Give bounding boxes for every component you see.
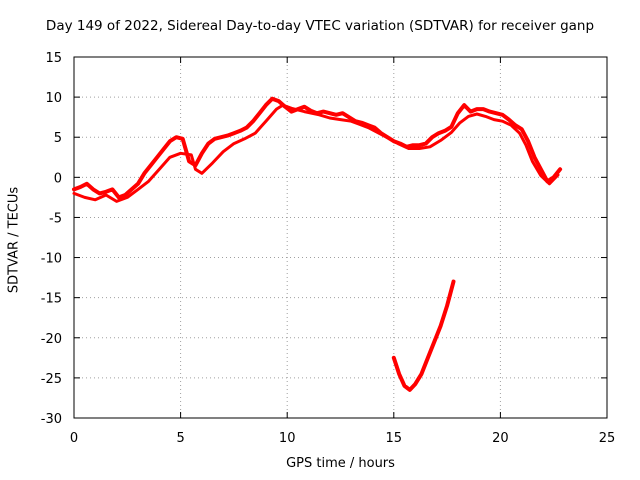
y-tick-label: -25	[41, 372, 62, 387]
x-tick-label: 10	[279, 431, 296, 446]
x-tick-label: 20	[492, 431, 509, 446]
chart-title: Day 149 of 2022, Sidereal Day-to-day VTE…	[45, 18, 595, 34]
y-tick-label: 0	[54, 171, 62, 186]
y-tick-label: -10	[41, 252, 62, 267]
grid-lines	[74, 57, 607, 418]
y-tick-label: 10	[45, 91, 62, 106]
y-tick-label: -5	[49, 211, 62, 226]
x-tick-label: 5	[176, 431, 184, 446]
y-axis-label: SDTVAR / TECUs	[6, 186, 22, 294]
y-tick-label: 15	[45, 51, 62, 66]
data-series	[72, 96, 563, 392]
series-line-sdtvar-dip	[391, 279, 456, 392]
x-axis-label: GPS time / hours	[286, 456, 395, 471]
y-tick-label: -30	[41, 412, 62, 427]
x-tick-label: 25	[599, 431, 616, 446]
y-tick-label: 5	[54, 131, 62, 146]
plot-border	[73, 56, 608, 419]
y-tick-label: -15	[41, 292, 62, 307]
y-tick-label: -20	[41, 332, 62, 347]
x-tick-label: 15	[386, 431, 403, 446]
x-tick-label: 0	[70, 431, 78, 446]
series-line-sdtvar-secondary	[72, 103, 560, 203]
axis-ticks: 0 5 10 15 20 25 -30 -25 -20 -15 -10 -5 0 5 10 15	[41, 51, 616, 446]
